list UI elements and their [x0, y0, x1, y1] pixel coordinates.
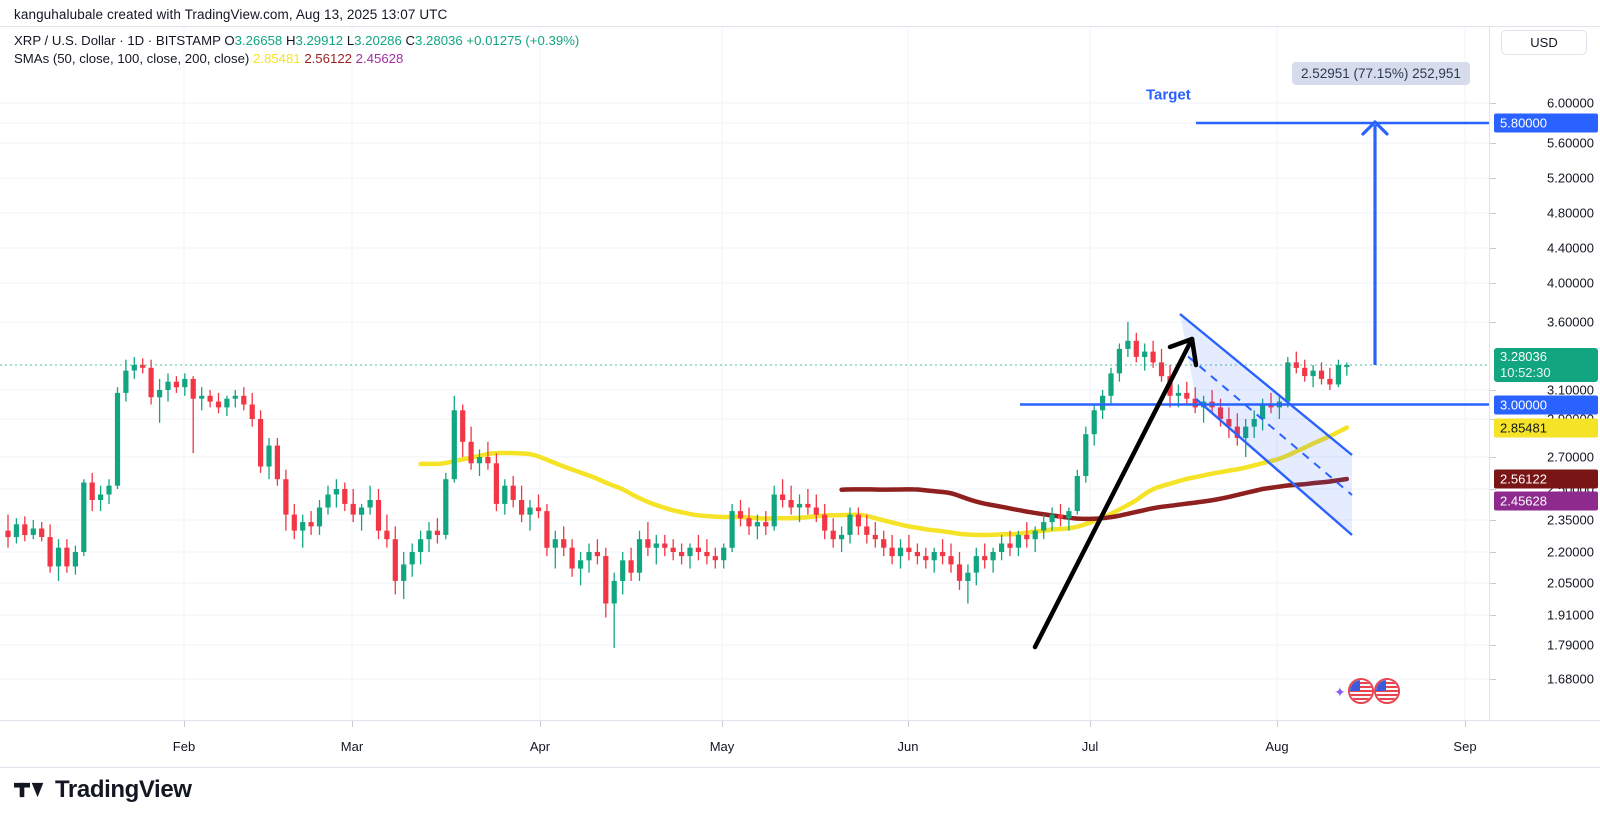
price-tick-3.60000: 3.60000 — [1547, 314, 1594, 330]
price-tick-5.20000: 5.20000 — [1547, 170, 1594, 186]
sma100-price-tag[interactable]: 2.56122 — [1494, 469, 1598, 489]
time-tick-Mar: Mar — [340, 739, 364, 754]
price-tick-6.00000: 6.00000 — [1547, 95, 1594, 111]
time-tick-Jun: Jun — [897, 739, 919, 754]
flag-sticker-icon-1[interactable] — [1348, 678, 1374, 704]
target-label[interactable]: Target — [1146, 86, 1191, 104]
tradingview-logo-icon — [14, 782, 44, 798]
price-tick-1.79000: 1.79000 — [1547, 637, 1594, 653]
chart-canvas — [0, 27, 1489, 720]
sma-50-line — [418, 425, 1350, 538]
chart-frame: 6.00000 5.60000 5.20000 4.80000 4.40000 4.000… — [0, 26, 1600, 768]
price-axis[interactable]: 6.00000 5.60000 5.20000 4.80000 4.40000 4.000… — [1489, 27, 1600, 720]
currency-badge[interactable]: USD — [1501, 30, 1587, 55]
sma-100-line — [839, 476, 1350, 522]
price-tick-2.05000: 2.05000 — [1547, 575, 1594, 591]
sma200-price-tag[interactable]: 2.45628 — [1494, 491, 1598, 511]
impulse-trend-arrow[interactable] — [1032, 336, 1199, 650]
price-tick-4.00000: 4.00000 — [1547, 275, 1594, 291]
price-tick-2.35000: 2.35000 — [1547, 512, 1594, 528]
price-tick-4.40000: 4.40000 — [1547, 240, 1594, 256]
sma50-price-tag[interactable]: 2.85481 — [1494, 418, 1598, 438]
tradingview-wordmark: TradingView — [55, 776, 192, 803]
projection-arrow[interactable] — [1361, 120, 1389, 365]
time-tick-Jul: Jul — [1081, 739, 1099, 754]
time-tick-Sep: Sep — [1453, 739, 1477, 754]
time-axis[interactable]: Feb Mar Apr May Jun Jul Aug Sep — [0, 720, 1600, 767]
price-tick-2.20000: 2.20000 — [1547, 544, 1594, 560]
support-price-tag[interactable]: 3.00000 — [1494, 395, 1598, 414]
price-tick-4.80000: 4.80000 — [1547, 205, 1594, 221]
last-price-tag[interactable]: 3.28036 10:52:30 — [1494, 348, 1598, 382]
measurement-badge[interactable]: 2.52951 (77.15%) 252,951 — [1292, 62, 1470, 85]
price-tick-5.60000: 5.60000 — [1547, 135, 1594, 151]
price-tick-1.91000: 1.91000 — [1547, 607, 1594, 623]
time-tick-Feb: Feb — [172, 739, 196, 754]
candlestick-series — [5, 322, 1350, 649]
attribution-text: kanguhalubale created with TradingView.c… — [14, 7, 448, 22]
target-price-tag[interactable]: 5.80000 — [1494, 113, 1598, 133]
time-tick-Apr: Apr — [529, 739, 551, 754]
time-tick-May: May — [709, 739, 735, 754]
flag-sticker-icon-2[interactable] — [1374, 678, 1400, 704]
plot-area[interactable] — [0, 27, 1489, 720]
price-tick-1.68000: 1.68000 — [1547, 671, 1594, 687]
parallel-channel-drawing[interactable] — [1179, 313, 1353, 536]
footer-brand[interactable]: TradingView — [14, 776, 192, 804]
price-tick-3.10000: 3.10000 — [1547, 382, 1594, 398]
time-tick-Aug: Aug — [1265, 739, 1289, 754]
sparkle-icon: ✦ — [1334, 684, 1346, 700]
price-tick-2.70000: 2.70000 — [1547, 449, 1594, 465]
